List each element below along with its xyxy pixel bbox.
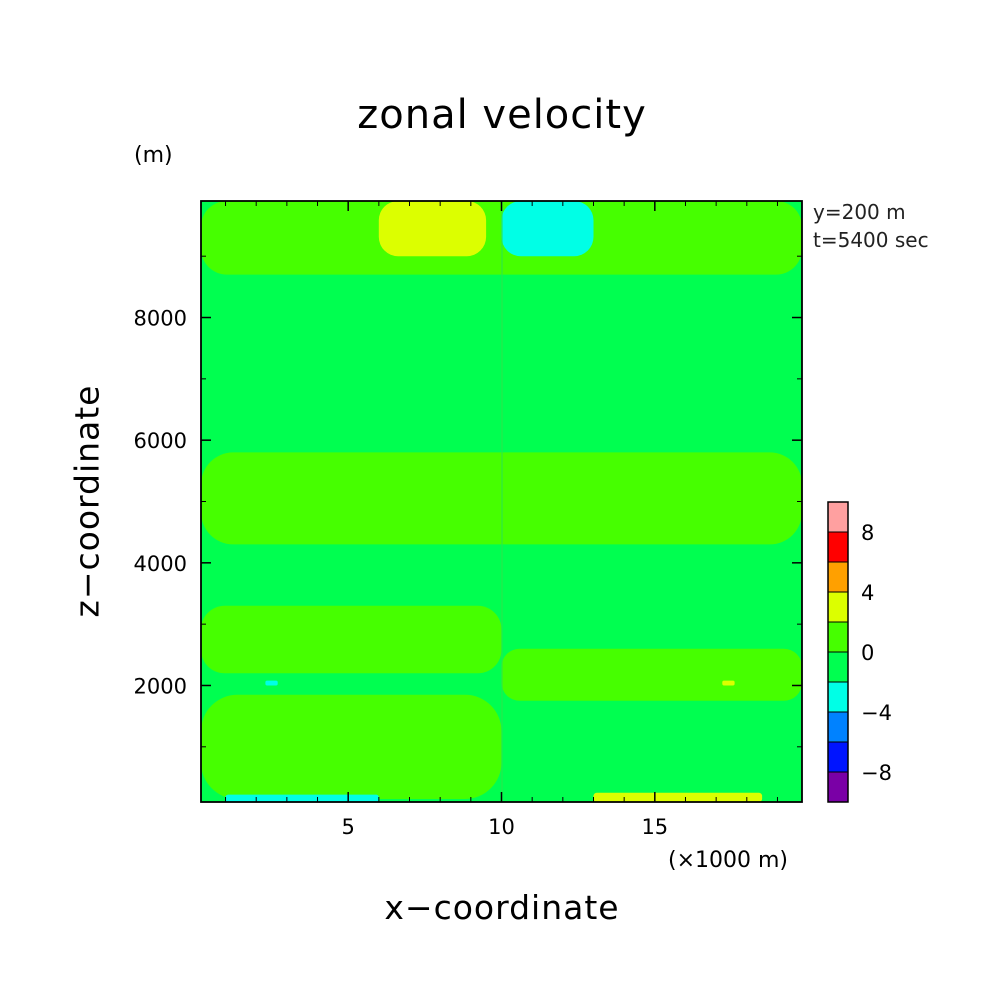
contour-region-6 <box>378 201 487 257</box>
colorbar-swatch <box>828 682 848 712</box>
contour-region-3 <box>501 648 802 701</box>
contour-region-11 <box>722 680 735 686</box>
colorbar-swatch <box>828 772 848 802</box>
colorbar-swatch <box>828 592 848 622</box>
plot-area: 5 10 15 2000 4000 6000 8000 <box>134 200 803 839</box>
colorbar-label: 8 <box>861 521 874 545</box>
x-tick-label: 5 <box>341 815 354 839</box>
colorbar-label: −8 <box>861 761 892 785</box>
colorbar-swatch <box>828 742 848 772</box>
y-tick-label: 6000 <box>134 429 187 453</box>
colorbar-swatch <box>828 712 848 742</box>
contour-region-1 <box>201 694 502 799</box>
colorbar-label: 4 <box>861 581 874 605</box>
x-axis-unit: (×1000 m) <box>668 848 789 873</box>
y-position-annotation: y=200 m <box>813 200 906 224</box>
colorbar-swatch <box>828 532 848 562</box>
colorbar-label: 0 <box>861 641 874 665</box>
contour-region-9 <box>225 794 379 802</box>
colorbar-swatch <box>828 622 848 652</box>
colorbar-swatch <box>828 652 848 682</box>
time-annotation: t=5400 sec <box>813 228 929 252</box>
y-tick-label: 8000 <box>134 307 187 331</box>
chart-title: zonal velocity <box>357 92 647 138</box>
colorbar: 8 4 0 −4 −8 <box>827 501 892 803</box>
x-axis-label: x−coordinate <box>384 888 620 927</box>
contour-region-7 <box>593 792 763 802</box>
contour-region-10 <box>265 680 278 686</box>
y-axis-unit: (m) <box>134 143 173 168</box>
colorbar-swatch <box>828 502 848 532</box>
colorbar-swatch <box>828 562 848 592</box>
colorbar-label: −4 <box>861 701 892 725</box>
colorbar-frame <box>827 501 849 803</box>
contour-region-8 <box>501 201 594 257</box>
y-tick-label: 2000 <box>134 674 187 698</box>
contour-region-2 <box>201 605 502 674</box>
x-tick-label: 15 <box>641 815 668 839</box>
x-tick-label: 10 <box>488 815 515 839</box>
y-tick-label: 4000 <box>134 552 187 576</box>
